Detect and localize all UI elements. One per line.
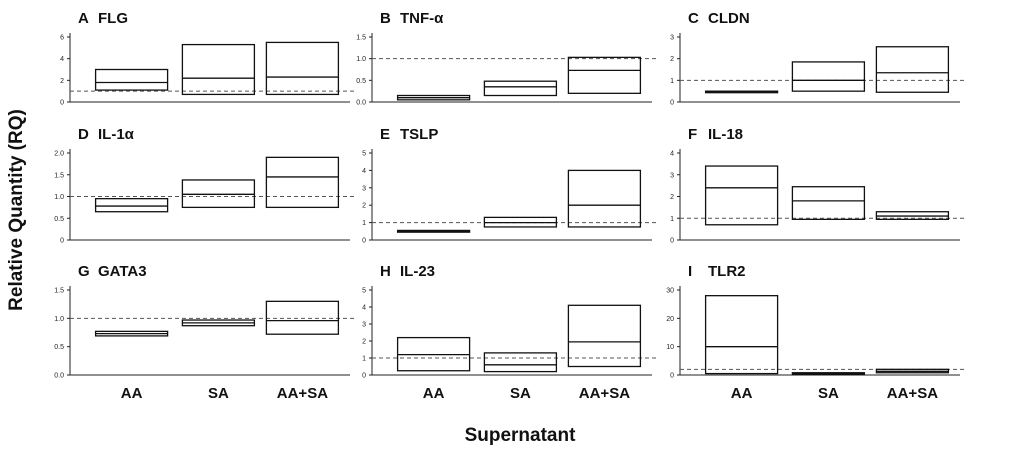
y-tick-label: 0 (670, 238, 674, 245)
y-tick-label: 4 (362, 168, 366, 175)
panel-F: F IL-18 0 1 2 3 4 (670, 126, 965, 245)
box-AA+SA (265, 156, 340, 209)
y-tick-label: 0.5 (54, 344, 64, 351)
box-AA (704, 295, 779, 375)
panel-title: IL-23 (400, 263, 435, 280)
panel-B: B TNF-α 0.0 0.5 1.0 1.5 (356, 10, 657, 107)
y-tick-label: 4 (60, 56, 64, 63)
box-AA (94, 198, 169, 213)
box-SA (181, 179, 256, 209)
panel-E: E TSLP 0 1 2 3 4 5 (362, 126, 657, 245)
x-category-label: AA+SA (579, 385, 630, 402)
y-tick-label: 1.5 (54, 172, 64, 179)
y-tick-label: 1 (670, 216, 674, 223)
y-tick-label: 3 (362, 185, 366, 192)
y-axis-title-text: Relative Quantity (RQ) (6, 109, 27, 311)
y-tick-label: 6 (60, 35, 64, 42)
panel-C: C CLDN 0 1 2 3 (670, 10, 965, 107)
y-tick-label: 1.5 (356, 35, 366, 42)
y-tick-label: 3 (670, 172, 674, 179)
box-AA (704, 165, 779, 226)
x-category-label: AA (731, 385, 753, 402)
y-tick-label: 0 (362, 373, 366, 380)
y-tick-label: 1 (670, 78, 674, 85)
panel-letter: A (78, 10, 89, 27)
panel-G: G GATA3 0.0 0.5 1.0 1.5 AA SA AA+SA (54, 263, 355, 402)
y-tick-label: 2 (362, 339, 366, 346)
x-category-label: SA (818, 385, 839, 402)
y-tick-label: 1.0 (356, 56, 366, 63)
panel-title: TNF-α (400, 10, 444, 27)
panel-D: D IL-1α 0 0.5 1.0 1.5 2.0 (54, 126, 355, 245)
x-category-label: AA (121, 385, 143, 402)
x-axis-title: Supernatant (464, 425, 576, 446)
panel-title: TSLP (400, 126, 438, 143)
y-tick-label: 0 (670, 373, 674, 380)
panel-letter: D (78, 126, 89, 143)
y-tick-label: 20 (666, 316, 674, 323)
y-tick-label: 10 (666, 344, 674, 351)
y-tick-label: 2 (362, 203, 366, 210)
y-tick-label: 5 (362, 151, 366, 158)
panel-H: H IL-23 0 1 2 3 4 5 AA SA AA+SA (362, 263, 657, 402)
y-tick-label: 2.0 (54, 151, 64, 158)
y-tick-label: 30 (666, 288, 674, 295)
box-AA+SA (875, 46, 950, 93)
box-SA (791, 186, 866, 220)
panel-letter: C (688, 10, 699, 27)
panel-letter: G (78, 263, 90, 280)
y-tick-label: 4 (362, 305, 366, 312)
box-AA+SA (265, 41, 340, 96)
panel-letter: I (688, 263, 692, 280)
box-SA (483, 352, 558, 373)
y-tick-label: 0 (362, 238, 366, 245)
y-tick-label: 2 (670, 194, 674, 201)
y-tick-label: 3 (362, 322, 366, 329)
box-AA+SA (265, 300, 340, 335)
y-tick-label: 5 (362, 288, 366, 295)
y-tick-label: 0.0 (356, 100, 366, 107)
y-tick-label: 3 (670, 35, 674, 42)
panel-title: IL-1α (98, 126, 135, 143)
panel-title: GATA3 (98, 263, 147, 280)
box-AA+SA (567, 169, 642, 228)
y-tick-label: 2 (60, 78, 64, 85)
y-tick-label: 0 (60, 100, 64, 107)
panel-letter: H (380, 263, 391, 280)
y-tick-label: 1.0 (54, 194, 64, 201)
panel-title: CLDN (708, 10, 750, 27)
box-SA (181, 43, 256, 96)
y-tick-label: 0 (670, 100, 674, 107)
panel-title: TLR2 (708, 263, 746, 280)
panel-letter: E (380, 126, 390, 143)
panel-title: FLG (98, 10, 128, 27)
panel-I: I TLR2 0 10 20 30 AA SA AA+SA (666, 263, 965, 402)
y-axis-title: Relative Quantity (RQ) (2, 80, 42, 340)
panel-title: IL-18 (708, 126, 743, 143)
box-AA (94, 68, 169, 91)
y-tick-label: 1.0 (54, 316, 64, 323)
y-tick-label: 0.5 (54, 216, 64, 223)
box-AA+SA (567, 56, 642, 94)
y-tick-label: 1.5 (54, 288, 64, 295)
panel-A: A FLG 0 2 4 6 (60, 10, 355, 107)
panel-letter: B (380, 10, 391, 27)
x-category-label: AA+SA (887, 385, 938, 402)
box-SA (791, 61, 866, 92)
y-tick-label: 1 (362, 220, 366, 227)
x-category-label: AA (423, 385, 445, 402)
y-tick-label: 2 (670, 56, 674, 63)
x-category-label: SA (510, 385, 531, 402)
y-tick-label: 0.0 (54, 373, 64, 380)
box-SA (483, 80, 558, 97)
y-tick-label: 0.5 (356, 78, 366, 85)
x-category-label: SA (208, 385, 229, 402)
x-category-label: AA+SA (277, 385, 328, 402)
box-AA+SA (567, 304, 642, 368)
y-tick-label: 1 (362, 356, 366, 363)
y-tick-label: 0 (60, 238, 64, 245)
y-tick-label: 4 (670, 151, 674, 158)
panel-letter: F (688, 126, 697, 143)
